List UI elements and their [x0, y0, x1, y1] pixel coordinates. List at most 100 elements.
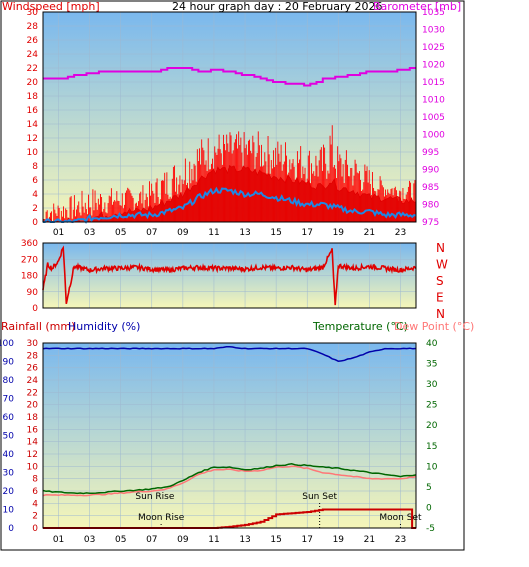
- hour-tick: 21: [364, 228, 375, 238]
- temp-panel-hour-labels: 01 03 05 07 09 11 13 15 17 19 21 23: [53, 535, 406, 545]
- temp-panel-plot-area: [43, 343, 416, 528]
- humidity-tick: 80: [3, 376, 15, 386]
- temperature-tick-labels: 40 35 30 25 20 15 10 5 0 -5: [426, 339, 438, 534]
- barometer-tick: 990: [422, 166, 439, 176]
- barometer-axis-label: Barometer [mb]: [373, 0, 461, 13]
- wind-panel-border: [42, 11, 417, 223]
- barometer-line: [43, 67, 416, 87]
- humidity-tick: 10: [3, 506, 15, 516]
- barometer-tick: 1025: [422, 43, 445, 53]
- rainfall-tick: 20: [27, 401, 39, 411]
- humidity-tick: 100: [0, 339, 14, 349]
- windspeed-tick: 16: [27, 106, 39, 116]
- humidity-tick: 70: [3, 395, 15, 405]
- hour-tick: 01: [53, 535, 64, 545]
- humidity-tick: 0: [8, 524, 14, 534]
- humidity-tick-labels: 1009080706050403020100: [0, 339, 14, 534]
- direction-panel-series: [42, 245, 417, 306]
- rainfall-tick: 18: [27, 413, 39, 423]
- hour-tick: 17: [301, 535, 312, 545]
- temperature-tick: 35: [426, 360, 437, 370]
- temperature-tick: 5: [426, 483, 432, 493]
- temperature-tick: 30: [426, 380, 438, 390]
- rainfall-tick: 12: [27, 450, 38, 460]
- direction-panel-border: [42, 242, 417, 309]
- windspeed-tick: 6: [32, 176, 38, 186]
- direction-tick: 360: [21, 239, 38, 249]
- humidity-tick: 60: [3, 413, 15, 423]
- temperature-tick: 0: [426, 503, 432, 513]
- barometer-tick: 1020: [422, 61, 445, 71]
- hour-tick: 17: [301, 228, 312, 238]
- rainfall-tick: 8: [32, 475, 38, 485]
- rainfall-tick: 6: [32, 487, 38, 497]
- temperature-tick: 10: [426, 462, 438, 472]
- humidity-line: [42, 345, 417, 362]
- hour-tick: 23: [395, 228, 406, 238]
- dew-point-line: [42, 465, 417, 497]
- hour-tick: 07: [146, 228, 157, 238]
- windspeed-tick: 20: [27, 78, 39, 88]
- wind-direction-line: [42, 245, 417, 306]
- barometer-tick: 1030: [422, 26, 445, 36]
- direction-tick: 0: [32, 304, 38, 314]
- windspeed-tick: 10: [27, 148, 39, 158]
- dew-point-axis-label: Dew Point (°C): [394, 320, 474, 333]
- rainfall-tick: 26: [27, 364, 39, 374]
- windspeed-tick: 24: [27, 50, 39, 60]
- wind-panel-series: [42, 67, 417, 224]
- rainfall-tick: 4: [32, 499, 38, 509]
- barometer-tick: 1010: [422, 96, 445, 106]
- hour-tick: 19: [333, 228, 345, 238]
- compass-label: W: [436, 258, 448, 272]
- windspeed-tick: 18: [27, 92, 39, 102]
- hour-tick: 21: [364, 535, 375, 545]
- humidity-tick: 90: [3, 358, 15, 368]
- hour-tick: 13: [239, 535, 250, 545]
- rainfall-tick: 22: [27, 388, 38, 398]
- moon-set-label: Moon Set: [379, 513, 422, 523]
- compass-label: E: [436, 291, 444, 305]
- hour-tick: 07: [146, 535, 157, 545]
- barometer-tick: 1015: [422, 78, 445, 88]
- windspeed-tick: 4: [32, 190, 38, 200]
- barometer-tick: 980: [422, 201, 439, 211]
- temperature-line: [42, 463, 417, 495]
- windspeed-tick: 12: [27, 134, 38, 144]
- hour-tick: 03: [84, 228, 95, 238]
- temperature-tick: 25: [426, 401, 437, 411]
- frame-border: [0, 0, 465, 551]
- hour-tick: 15: [270, 228, 281, 238]
- direction-tick-labels: 360 270 180 90 0: [21, 239, 38, 314]
- rainfall-tick: 14: [27, 438, 39, 448]
- barometer-tick: 995: [422, 148, 439, 158]
- windspeed-tick: 2: [32, 204, 38, 214]
- barometer-tick: 1035: [422, 8, 445, 18]
- average-wind-line: [43, 186, 417, 224]
- windspeed-tick: 30: [27, 8, 39, 18]
- direction-tick: 270: [21, 255, 38, 265]
- rainfall-tick: 10: [27, 462, 39, 472]
- rainfall-tick: 2: [32, 512, 38, 522]
- temperature-tick: 15: [426, 442, 437, 452]
- hour-tick: 05: [115, 535, 126, 545]
- hour-tick: 03: [84, 535, 95, 545]
- temperature-tick: -5: [426, 524, 435, 534]
- rainfall-tick: 16: [27, 425, 39, 435]
- hour-tick: 15: [270, 535, 281, 545]
- compass-label: S: [436, 274, 444, 288]
- temp-panel-border: [42, 342, 417, 529]
- barometer-tick: 1000: [422, 131, 445, 141]
- temperature-tick: 20: [426, 421, 438, 431]
- windspeed-axis-label: Windspeed [mph]: [2, 0, 100, 13]
- windspeed-tick: 28: [27, 22, 39, 32]
- barometer-tick: 1005: [422, 113, 445, 123]
- rainfall-axis-label: Rainfall (mm): [1, 320, 75, 333]
- humidity-tick: 20: [3, 487, 15, 497]
- hour-tick: 13: [239, 228, 250, 238]
